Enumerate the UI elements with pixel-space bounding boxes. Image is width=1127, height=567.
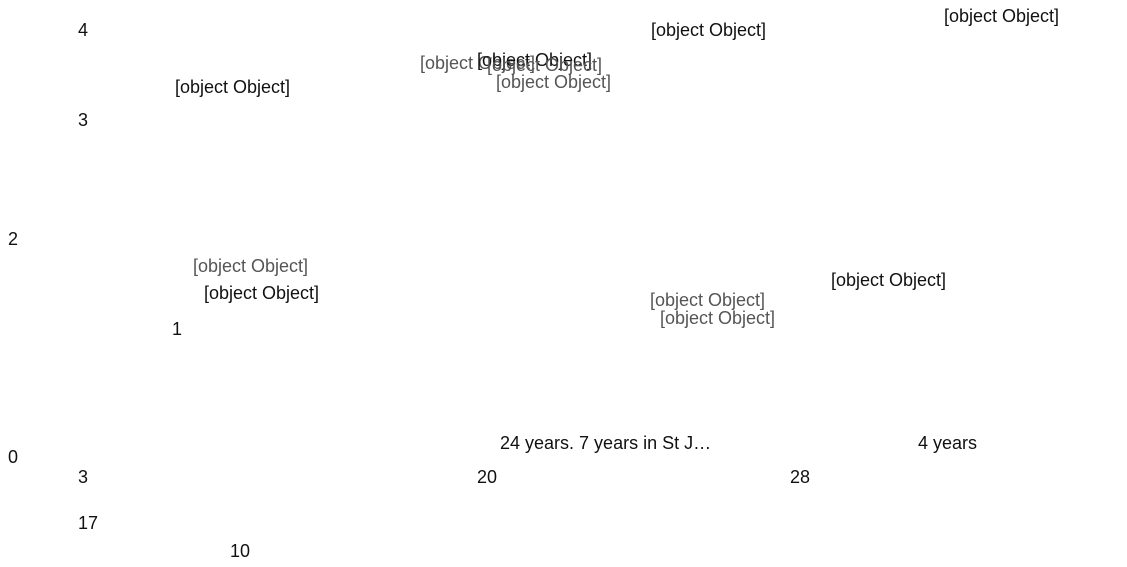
data-label: [object Object] [477, 50, 592, 70]
category-label: 20 [477, 467, 497, 487]
data-label: [object Object] [487, 55, 602, 75]
data-label: [object Object] [651, 20, 766, 40]
y-tick-label-4: 4 [78, 20, 88, 40]
data-label: [object Object] [831, 270, 946, 290]
y-tick-label-1: 1 [172, 319, 182, 339]
data-label: [object Object] [496, 72, 611, 92]
category-label: 3 [78, 467, 88, 487]
category-label: 17 [78, 513, 98, 533]
category-label: 28 [790, 467, 810, 487]
data-label: [object Object] [650, 290, 765, 310]
y-tick-label-0: 0 [8, 447, 18, 467]
category-label: 10 [230, 541, 250, 561]
data-label: [object Object] [175, 77, 290, 97]
y-tick-label-2: 2 [8, 229, 18, 249]
data-label: [object Object] [944, 6, 1059, 26]
data-label: [object Object] [193, 256, 308, 276]
data-label: [object Object] [660, 308, 775, 328]
data-label: [object Object] [204, 283, 319, 303]
category-label: 4 years [918, 433, 977, 453]
data-label: [object Object] [420, 53, 535, 73]
category-label: 24 years. 7 years in St J… [500, 433, 711, 453]
y-tick-label-3: 3 [78, 110, 88, 130]
